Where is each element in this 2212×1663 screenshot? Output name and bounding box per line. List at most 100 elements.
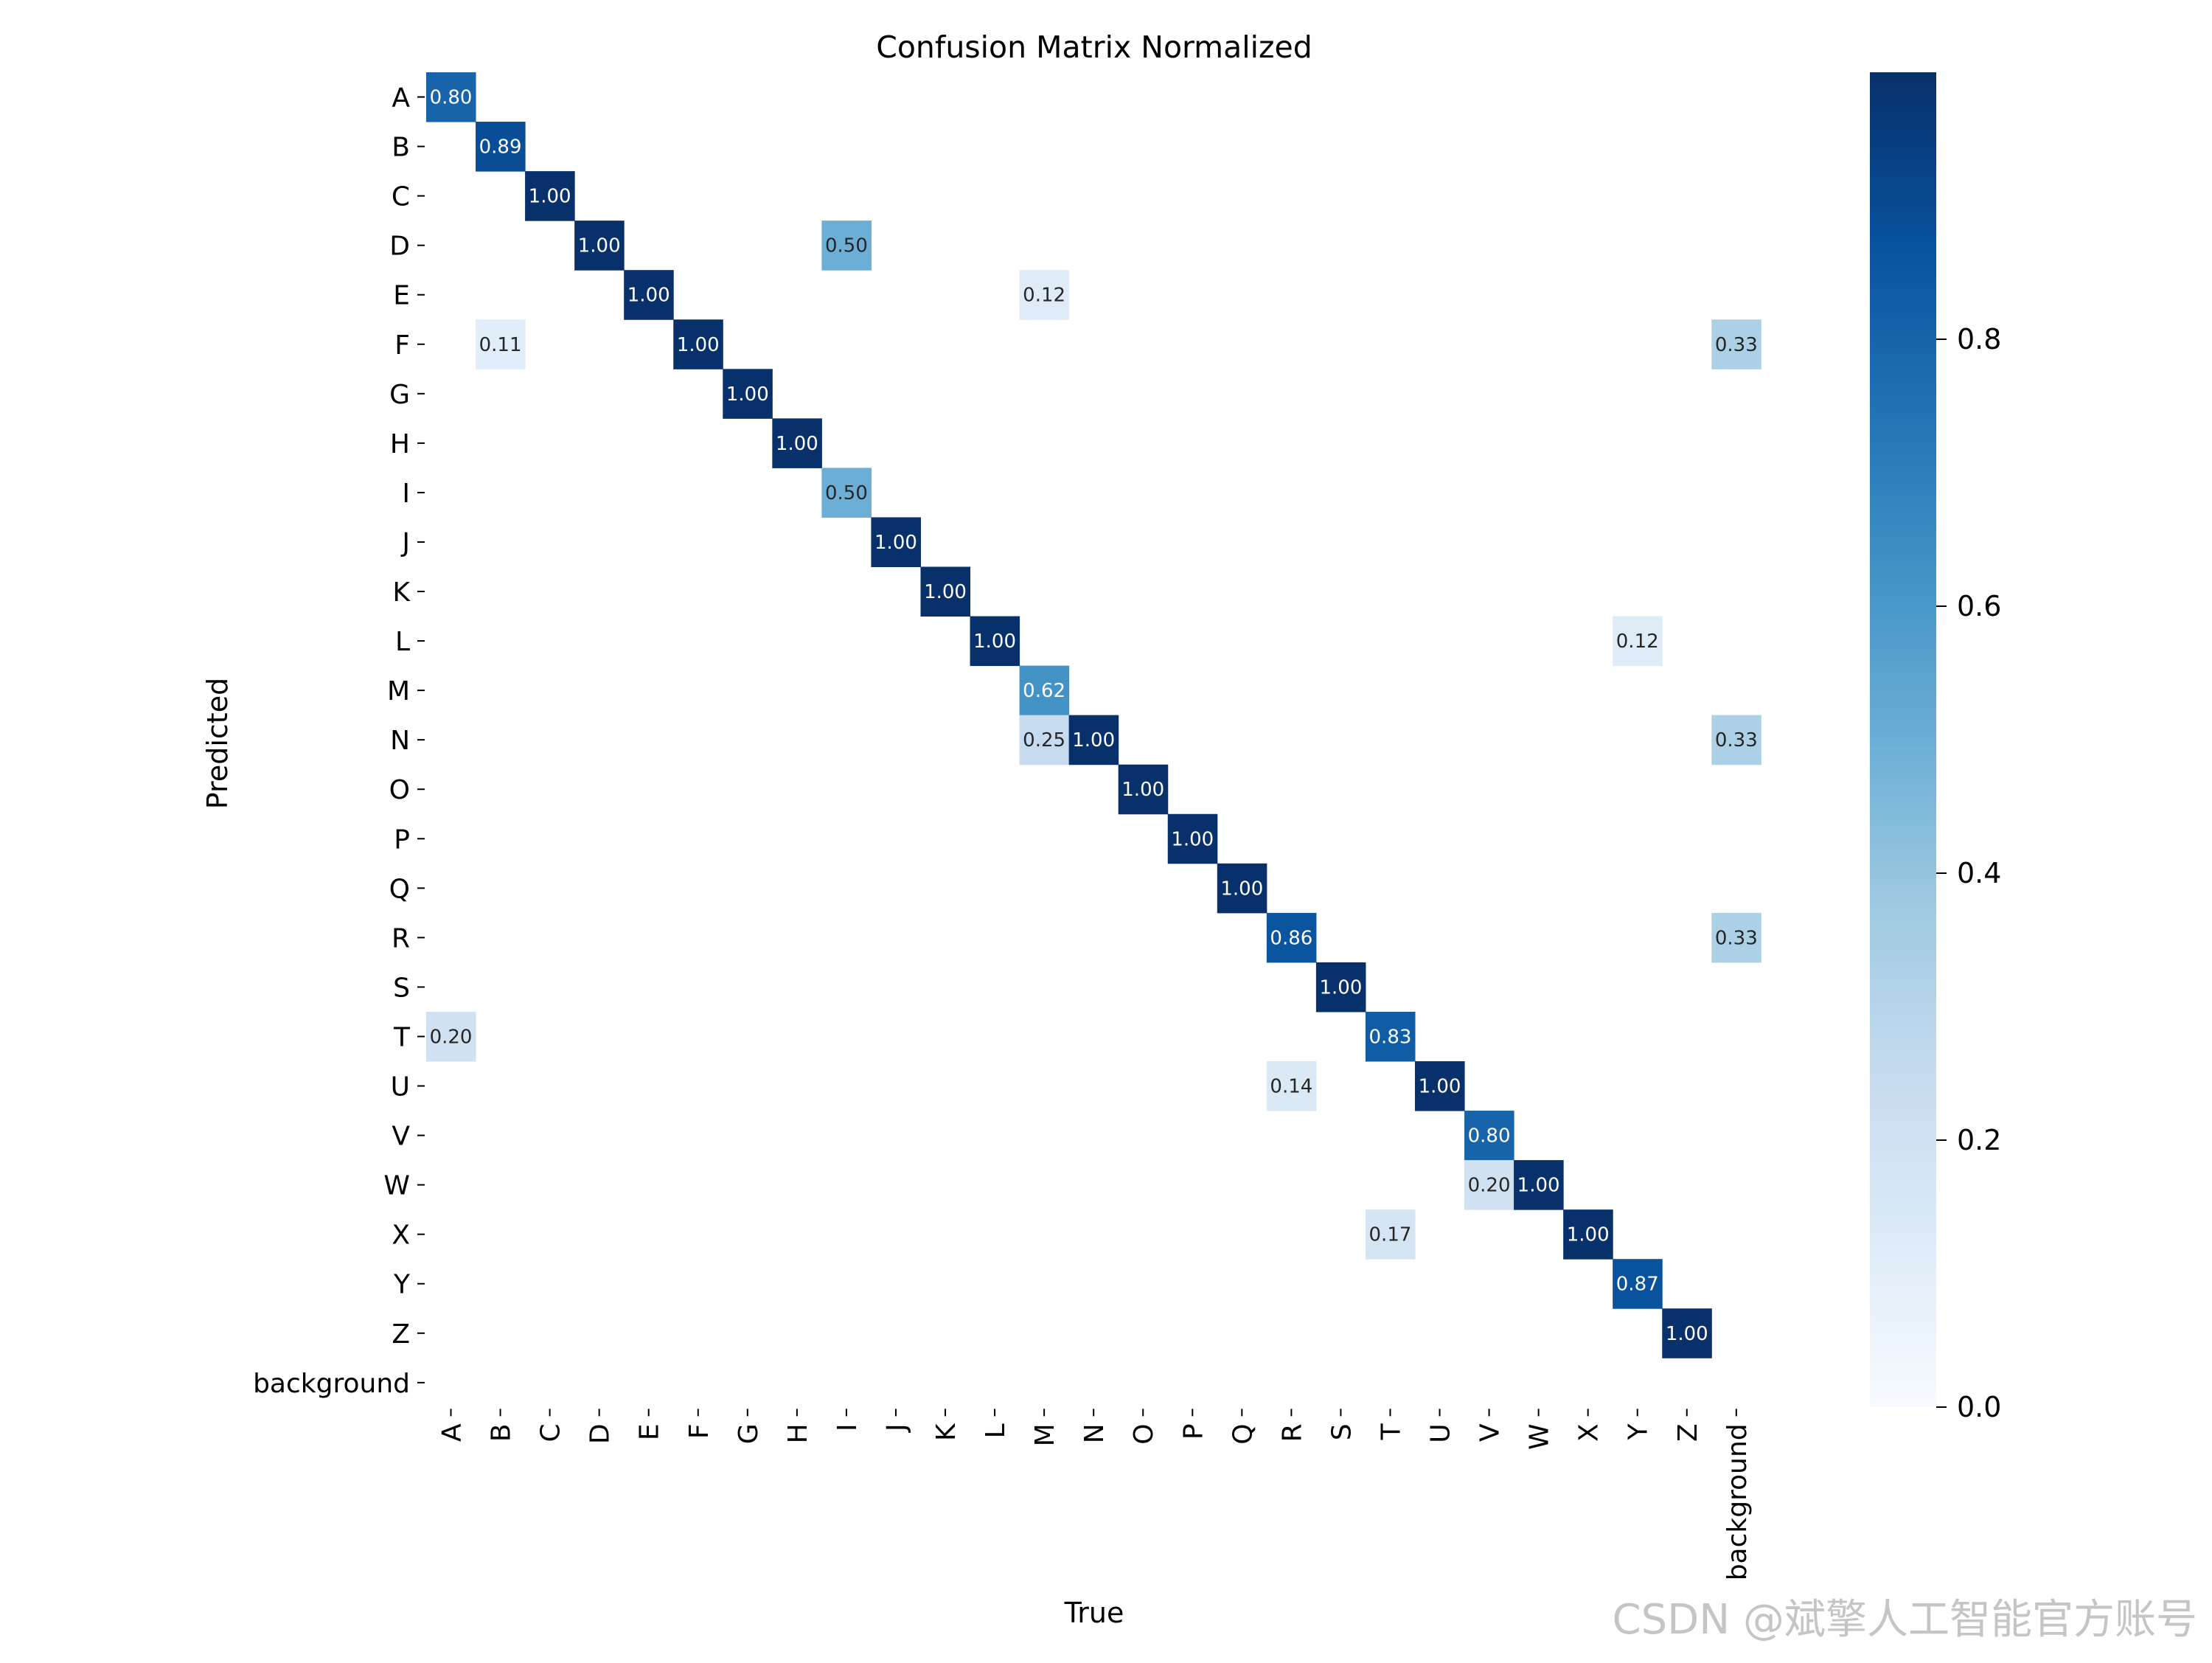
x-tick-label: P	[1178, 1423, 1208, 1440]
y-tick-label: U	[391, 1072, 410, 1103]
x-tick-label: U	[1426, 1423, 1456, 1442]
heatmap-cell	[1415, 1061, 1465, 1111]
cell-value-label: 1.00	[1666, 1323, 1708, 1345]
cell-value-label: 1.00	[1072, 729, 1115, 751]
x-tick-label: L	[981, 1423, 1011, 1438]
cell-value-label: 0.50	[825, 482, 868, 504]
heatmap-cell	[1266, 912, 1317, 963]
cell-value-label: 1.00	[973, 631, 1016, 653]
heatmap-cell	[1365, 1209, 1416, 1260]
y-tick-label: L	[395, 627, 410, 657]
cell-value-label: 1.00	[578, 235, 621, 257]
x-tick-label: Z	[1673, 1423, 1703, 1442]
y-tick-label: M	[387, 676, 410, 706]
x-tick-label: G	[734, 1423, 764, 1444]
y-tick-label: background	[253, 1369, 410, 1399]
heatmap-cell	[1118, 764, 1169, 815]
cell-value-label: 1.00	[874, 532, 917, 554]
cell-value-label: 1.00	[529, 186, 571, 208]
colorbar: 0.0 0.2 0.4 0.6 0.8	[1870, 72, 2001, 1423]
heatmap-cell	[1514, 1160, 1564, 1210]
x-axis-label: True	[1064, 1597, 1124, 1629]
x-tick-label: H	[783, 1423, 813, 1443]
heatmap-cells: 0.80 0.89 1.00 1.00 0.50 1.00 0.12 0.11 1.00 0.33…	[426, 72, 1761, 1358]
watermark: CSDN @斌擎人工智能官方账号	[1612, 1596, 2197, 1644]
cell-value-label: 0.62	[1023, 680, 1065, 702]
heatmap-cell	[1365, 1011, 1416, 1062]
colorbar-gradient	[1870, 72, 1936, 1407]
y-tick-label: G	[389, 380, 410, 410]
y-tick-label: T	[393, 1022, 411, 1052]
x-tick-label: S	[1326, 1423, 1357, 1440]
cell-value-label: 1.00	[1567, 1224, 1610, 1246]
heatmap-cell	[476, 319, 526, 369]
colorbar-tick-label: 0.2	[1957, 1124, 2001, 1156]
colorbar-tick-label: 0.8	[1957, 323, 2001, 355]
x-tick-label: background	[1722, 1423, 1753, 1580]
heatmap-cell	[1662, 1308, 1712, 1358]
x-tick-label: C	[536, 1423, 566, 1442]
heatmap-cell	[920, 566, 971, 617]
cell-value-label: 0.33	[1715, 927, 1758, 949]
x-tick-label: X	[1574, 1423, 1604, 1442]
y-tick-label: A	[392, 83, 410, 114]
y-tick-label: J	[400, 528, 410, 558]
cell-value-label: 0.80	[1468, 1125, 1511, 1148]
cell-value-label: 1.00	[776, 433, 818, 455]
y-tick-label: Z	[392, 1319, 410, 1350]
heatmap-cell	[1068, 715, 1119, 765]
heatmap-cell	[426, 72, 476, 122]
y-tick-label: O	[389, 775, 410, 805]
cell-value-label: 0.50	[825, 235, 868, 257]
y-tick-label: N	[390, 726, 410, 756]
heatmap-cell	[1711, 912, 1761, 963]
colorbar-tick-label: 0.4	[1957, 857, 2001, 889]
y-tick-label: I	[402, 479, 410, 509]
cell-value-label: 0.14	[1270, 1076, 1312, 1098]
heatmap-cell	[1167, 813, 1218, 864]
cell-value-label: 0.17	[1369, 1224, 1412, 1246]
x-tick-label: F	[684, 1423, 714, 1439]
heatmap-cell	[525, 171, 575, 221]
cell-value-label: 0.20	[430, 1026, 473, 1048]
heatmap-cell	[772, 418, 822, 468]
heatmap-cell	[723, 369, 773, 419]
heatmap-cell	[624, 270, 674, 320]
cell-value-label: 0.33	[1715, 334, 1758, 356]
y-tick-label: F	[394, 330, 410, 361]
y-tick-label: Y	[393, 1270, 411, 1300]
y-axis-label: Predicted	[201, 678, 234, 809]
cell-value-label: 0.87	[1616, 1274, 1659, 1296]
heatmap-cell	[1613, 616, 1663, 667]
cell-value-label: 1.00	[1171, 828, 1214, 850]
cell-value-label: 0.83	[1369, 1026, 1412, 1048]
cell-value-label: 1.00	[627, 285, 670, 307]
cell-value-label: 1.00	[1517, 1175, 1560, 1197]
cell-value-label: 0.12	[1616, 631, 1659, 653]
x-tick-label: Y	[1624, 1423, 1654, 1440]
y-tick-label: X	[392, 1221, 410, 1251]
y-tick-label: C	[392, 182, 410, 212]
cell-value-label: 0.86	[1270, 927, 1312, 949]
y-tick-label: R	[392, 923, 410, 954]
heatmap-cell	[1464, 1111, 1514, 1161]
cell-value-label: 0.20	[1468, 1175, 1511, 1197]
cell-value-label: 0.25	[1023, 729, 1065, 751]
x-tick-label: B	[487, 1423, 517, 1442]
x-tick-label: I	[832, 1423, 863, 1431]
x-tick-label: R	[1277, 1423, 1307, 1442]
heatmap-cell	[871, 517, 921, 567]
heatmap-cell	[673, 319, 723, 369]
heatmap-cell	[1019, 270, 1070, 320]
cell-value-label: 1.00	[1319, 976, 1362, 999]
cell-value-label: 0.33	[1715, 729, 1758, 751]
x-tick-label: T	[1376, 1423, 1406, 1440]
x-tick-label: K	[931, 1423, 961, 1441]
x-tick-label: W	[1525, 1423, 1555, 1450]
heatmap-cell	[1464, 1160, 1514, 1210]
cell-value-label: 0.12	[1023, 285, 1065, 307]
heatmap-cell	[1613, 1259, 1663, 1309]
